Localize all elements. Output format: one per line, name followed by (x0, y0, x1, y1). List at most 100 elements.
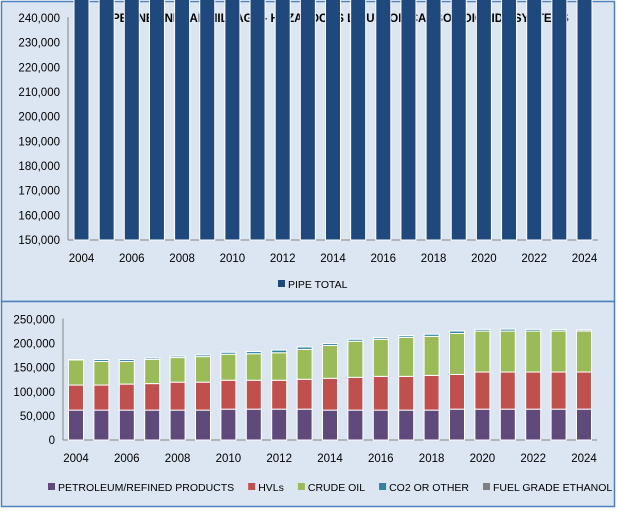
x-tick-label: 2018 (419, 453, 445, 465)
bar-petroleum-refined-products-2022 (526, 409, 541, 440)
x-tick-label: 2022 (521, 253, 547, 265)
bar-crude-oil-2019 (450, 333, 465, 374)
bar-co2-or-other-2005 (94, 360, 109, 362)
y-tick-label: 150,000 (13, 363, 55, 375)
x-tick-label: 2010 (216, 453, 242, 465)
bar-hvls-2019 (450, 374, 465, 409)
bar-hvls-2004 (69, 385, 84, 410)
bar-crude-oil-2015 (348, 341, 363, 377)
bar-pipe-total-2009 (200, 0, 215, 240)
bar-pipe-total-2021 (502, 0, 517, 240)
bar-crude-oil-2006 (119, 361, 134, 384)
x-tick-label: 2006 (119, 253, 145, 265)
bar-petroleum-refined-products-2024 (577, 409, 592, 440)
bar-co2-or-other-2012 (272, 350, 287, 353)
y-tick-label: 150,000 (18, 235, 60, 247)
bar-petroleum-refined-products-2012 (272, 409, 287, 440)
bar-petroleum-refined-products-2009 (196, 410, 211, 440)
bar-hvls-2010 (221, 380, 236, 409)
bar-pipe-total-2013 (300, 0, 315, 240)
bar-co2-or-other-2013 (297, 347, 312, 349)
y-tick-label: 220,000 (18, 62, 60, 74)
bar-pipe-total-2019 (451, 0, 466, 240)
y-tick-label: 100,000 (13, 387, 55, 399)
x-tick-label: 2014 (317, 453, 343, 465)
y-tick-label: 50,000 (20, 411, 55, 423)
x-tick-label: 2024 (572, 253, 598, 265)
bar-crude-oil-2009 (196, 357, 211, 383)
bar-crude-oil-2024 (577, 331, 592, 372)
x-tick-label: 2016 (371, 253, 397, 265)
x-tick-label: 2004 (63, 453, 89, 465)
bar-crude-oil-2021 (500, 331, 515, 372)
bar-co2-or-other-2019 (450, 331, 465, 333)
bar-hvls-2024 (577, 372, 592, 409)
legend-label: HVLs (258, 482, 284, 494)
bar-pipe-total-2020 (476, 0, 491, 240)
bar-co2-or-other-2008 (170, 356, 185, 357)
bar-crude-oil-2013 (297, 349, 312, 379)
x-tick-label: 2012 (266, 453, 292, 465)
bar-pipe-total-2022 (527, 0, 542, 240)
bar-hvls-2021 (500, 372, 515, 409)
legend-swatch (248, 483, 255, 490)
x-tick-label: 2008 (169, 253, 195, 265)
bar-hvls-2011 (246, 380, 261, 409)
bar-crude-oil-2012 (272, 353, 287, 380)
bar-co2-or-other-2015 (348, 339, 363, 341)
y-tick-label: 200,000 (13, 339, 55, 351)
bar-petroleum-refined-products-2007 (145, 410, 160, 440)
x-tick-label: 2014 (320, 253, 346, 265)
legend-swatch (278, 280, 285, 287)
bar-co2-or-other-2014 (323, 344, 338, 346)
bar-petroleum-refined-products-2011 (246, 409, 261, 440)
bar-crude-oil-2016 (373, 339, 388, 376)
bar-co2-or-other-2010 (221, 352, 236, 354)
y-tick-label: 230,000 (18, 38, 60, 50)
bar-hvls-2005 (94, 385, 109, 410)
bar-petroleum-refined-products-2010 (221, 409, 236, 440)
bar-co2-or-other-2024 (577, 330, 592, 331)
bar-petroleum-refined-products-2014 (323, 410, 338, 440)
bar-co2-or-other-2021 (500, 329, 515, 331)
bar-hvls-2016 (373, 376, 388, 410)
bar-petroleum-refined-products-2020 (475, 409, 490, 440)
bar-co2-or-other-2023 (551, 330, 566, 331)
bar-crude-oil-2018 (424, 336, 439, 375)
bar-pipe-total-2015 (351, 0, 366, 240)
x-tick-label: 2018 (421, 253, 447, 265)
bar-petroleum-refined-products-2016 (373, 410, 388, 440)
bar-crude-oil-2005 (94, 361, 109, 385)
x-tick-label: 2016 (368, 453, 394, 465)
legend-label: FUEL GRADE ETHANOL (493, 482, 612, 494)
bar-pipe-total-2012 (275, 0, 290, 240)
x-tick-label: 2024 (571, 453, 597, 465)
bar-crude-oil-2007 (145, 360, 160, 384)
bar-crude-oil-2010 (221, 354, 236, 380)
x-tick-label: 2020 (470, 453, 496, 465)
bar-petroleum-refined-products-2021 (500, 409, 515, 440)
legend-swatch (379, 483, 386, 490)
bar-pipe-total-2023 (552, 0, 567, 240)
x-tick-label: 2004 (69, 253, 95, 265)
y-tick-label: 200,000 (18, 112, 60, 124)
bar-pipe-total-2004 (74, 0, 89, 240)
bar-hvls-2007 (145, 384, 160, 411)
x-tick-label: 2022 (520, 453, 546, 465)
x-tick-label: 2020 (471, 253, 497, 265)
bar-crude-oil-2008 (170, 358, 185, 383)
legend-label: PETROLEUM/REFINED PRODUCTS (58, 482, 234, 494)
bar-petroleum-refined-products-2018 (424, 410, 439, 440)
y-tick-label: 250,000 (13, 315, 55, 327)
y-tick-label: 210,000 (18, 87, 60, 99)
legend-label: CRUDE OIL (308, 482, 365, 494)
bar-crude-oil-2020 (475, 331, 490, 372)
legend-label: PIPE TOTAL (288, 279, 348, 291)
x-tick-label: 2006 (114, 453, 140, 465)
bar-co2-or-other-2022 (526, 329, 541, 331)
bar-petroleum-refined-products-2008 (170, 410, 185, 440)
bar-hvls-2017 (399, 376, 414, 410)
bar-hvls-2009 (196, 382, 211, 410)
bar-crude-oil-2004 (69, 360, 84, 385)
